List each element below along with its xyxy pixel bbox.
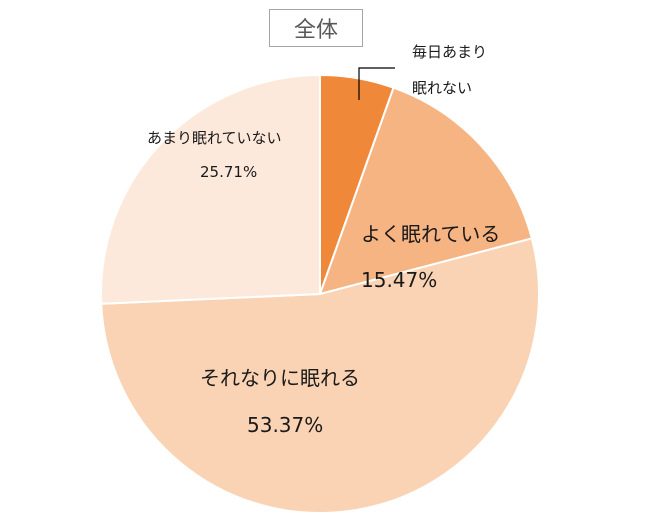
label-daily-poor-sleep-line1: 毎日あまり [412,43,487,61]
label-sleep-well-name: よく眠れている [361,222,500,246]
chart-title: 全体 [269,9,363,47]
pie-slices [100,73,540,514]
label-sleep-fairly-percent: 53.37% [247,413,323,437]
pie-slice-1 [318,86,534,296]
label-rarely-sleep-well-percent: 25.71% [200,163,257,181]
label-rarely-sleep-well-name: あまり眠れていない [147,129,282,147]
label-sleep-well-percent: 15.47% [361,268,437,292]
leader-line [358,67,395,100]
pie-slice-3 [100,73,321,305]
label-daily-poor-sleep-line2: 眠れない [412,79,472,97]
pie-slice-2 [100,237,540,514]
label-sleep-fairly-name: それなりに眠れる [200,366,360,390]
